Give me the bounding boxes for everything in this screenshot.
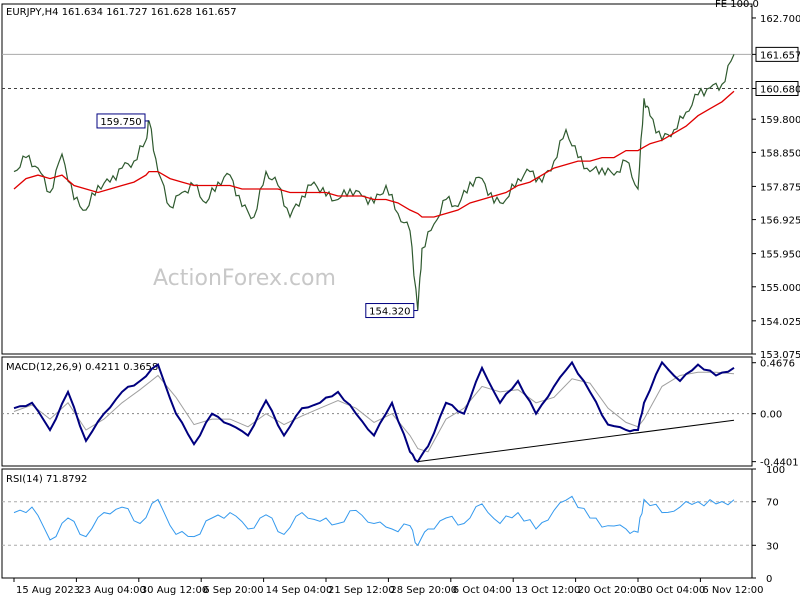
x-tick-label-6: 28 Sep 20:00 bbox=[390, 585, 457, 596]
x-tick-label-7: 6 Oct 04:00 bbox=[453, 585, 512, 596]
x-tick-label-5: 21 Sep 12:00 bbox=[328, 585, 395, 596]
price-ytick-label-0: 162.700 bbox=[760, 14, 800, 25]
macd-panel-frame bbox=[1, 356, 753, 467]
x-tick-label-11: 6 Nov 12:00 bbox=[702, 585, 763, 596]
x-tick-label-2: 30 Aug 12:00 bbox=[141, 585, 208, 596]
x-tick-label-9: 20 Oct 20:00 bbox=[578, 585, 643, 596]
macd-ytick-label-0: 0.4676 bbox=[760, 359, 795, 370]
price-ytick-label-6: 156.925 bbox=[760, 216, 800, 227]
macd-signal-line bbox=[13, 371, 735, 453]
rsi-ytick-label-3: 0 bbox=[766, 574, 772, 585]
x-tick-label-0: 15 Aug 2023 bbox=[16, 585, 80, 596]
annotation-box-0 bbox=[96, 113, 146, 129]
series-layer bbox=[13, 54, 735, 547]
x-tick-label-3: 6 Sep 20:00 bbox=[203, 585, 263, 596]
moving-average-line bbox=[13, 90, 735, 218]
price-ytick-label-7: 155.950 bbox=[760, 250, 800, 261]
rsi-ytick-label-0: 100 bbox=[766, 465, 785, 476]
price-ytick-label-2: 160.680 bbox=[760, 84, 800, 95]
fe-label: FE 100.0 bbox=[715, 0, 759, 10]
rsi-line bbox=[13, 495, 735, 547]
x-tick-label-1: 23 Aug 04:00 bbox=[78, 585, 145, 596]
price-ytick-label-1: 161.657 bbox=[760, 50, 800, 61]
macd-ytick-label-2: -0.4401 bbox=[760, 458, 799, 469]
rsi-ytick-label-2: 30 bbox=[766, 541, 779, 552]
levels-layer bbox=[2, 53, 752, 546]
price-series-line bbox=[13, 54, 735, 311]
macd-line bbox=[13, 360, 735, 464]
price-panel-title: EURJPY,H4 161.634 161.727 161.628 161.65… bbox=[6, 7, 237, 18]
x-tick-label-4: 14 Sep 04:00 bbox=[266, 585, 333, 596]
price-ytick-label-10: 153.075 bbox=[760, 350, 800, 361]
rsi-ytick-label-1: 70 bbox=[766, 498, 779, 509]
x-tick-label-8: 13 Oct 12:00 bbox=[515, 585, 580, 596]
watermark: ActionForex.com bbox=[153, 266, 336, 291]
price-ytick-label-5: 157.875 bbox=[760, 182, 800, 193]
x-tick-label-10: 30 Oct 04:00 bbox=[640, 585, 705, 596]
rsi-panel-frame bbox=[1, 468, 753, 579]
price-ytick-box-1 bbox=[755, 46, 799, 62]
annotation-label-1: 154.320 bbox=[369, 307, 410, 318]
annotation-box-1 bbox=[365, 303, 415, 319]
price-ytick-label-8: 155.000 bbox=[760, 283, 800, 294]
macd-trendline bbox=[417, 419, 735, 463]
price-ytick-label-4: 158.850 bbox=[760, 148, 800, 159]
rsi-panel-title: RSI(14) 71.8792 bbox=[6, 474, 87, 485]
y-axis-layer: 162.700 161.657 160.680 159.800 158.850 157.8… bbox=[752, 14, 800, 585]
price-ytick-label-3: 159.800 bbox=[760, 115, 800, 126]
annotation-label-0: 159.750 bbox=[100, 117, 141, 128]
macd-ytick-label-1: 0.00 bbox=[760, 410, 782, 421]
price-panel-frame bbox=[1, 3, 753, 355]
macd-panel-title: MACD(12,26,9) 0.4211 0.3658 bbox=[6, 362, 158, 373]
annotations-layer: 159.750 154.320 bbox=[96, 113, 735, 463]
price-ytick-label-9: 154.025 bbox=[760, 317, 800, 328]
price-ytick-box-2 bbox=[755, 80, 799, 96]
